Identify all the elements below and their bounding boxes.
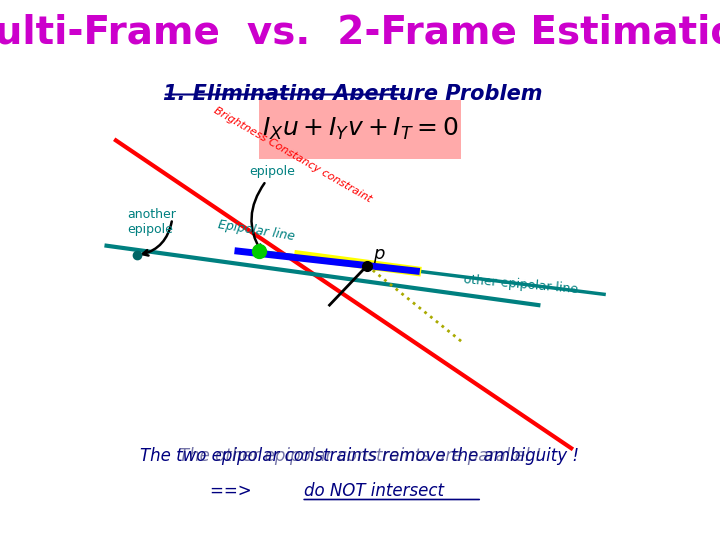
Text: do NOT intersect: do NOT intersect [304,482,444,501]
Text: other epipolar line: other epipolar line [463,273,579,296]
Text: $p$: $p$ [373,247,385,265]
Text: Brightness Constancy constraint: Brightness Constancy constraint [212,106,374,205]
Text: another
epipole: another epipole [127,208,176,236]
Text: epipole: epipole [250,165,296,179]
Text: 1. Eliminating Aperture Problem: 1. Eliminating Aperture Problem [163,84,542,104]
FancyBboxPatch shape [259,100,461,159]
Text: Epipolar line: Epipolar line [217,218,295,244]
Text: Multi-Frame  vs.  2-Frame Estimation: Multi-Frame vs. 2-Frame Estimation [0,14,720,51]
Text: $I_X u + I_Y v + I_T = 0$: $I_X u + I_Y v + I_T = 0$ [262,116,458,141]
Text: The two epipolar constraints remove the ambiguity !: The two epipolar constraints remove the … [140,447,580,465]
Text: ==>: ==> [210,482,256,501]
Text: The other epipolar constraints are parallel !: The other epipolar constraints are paral… [179,447,541,465]
